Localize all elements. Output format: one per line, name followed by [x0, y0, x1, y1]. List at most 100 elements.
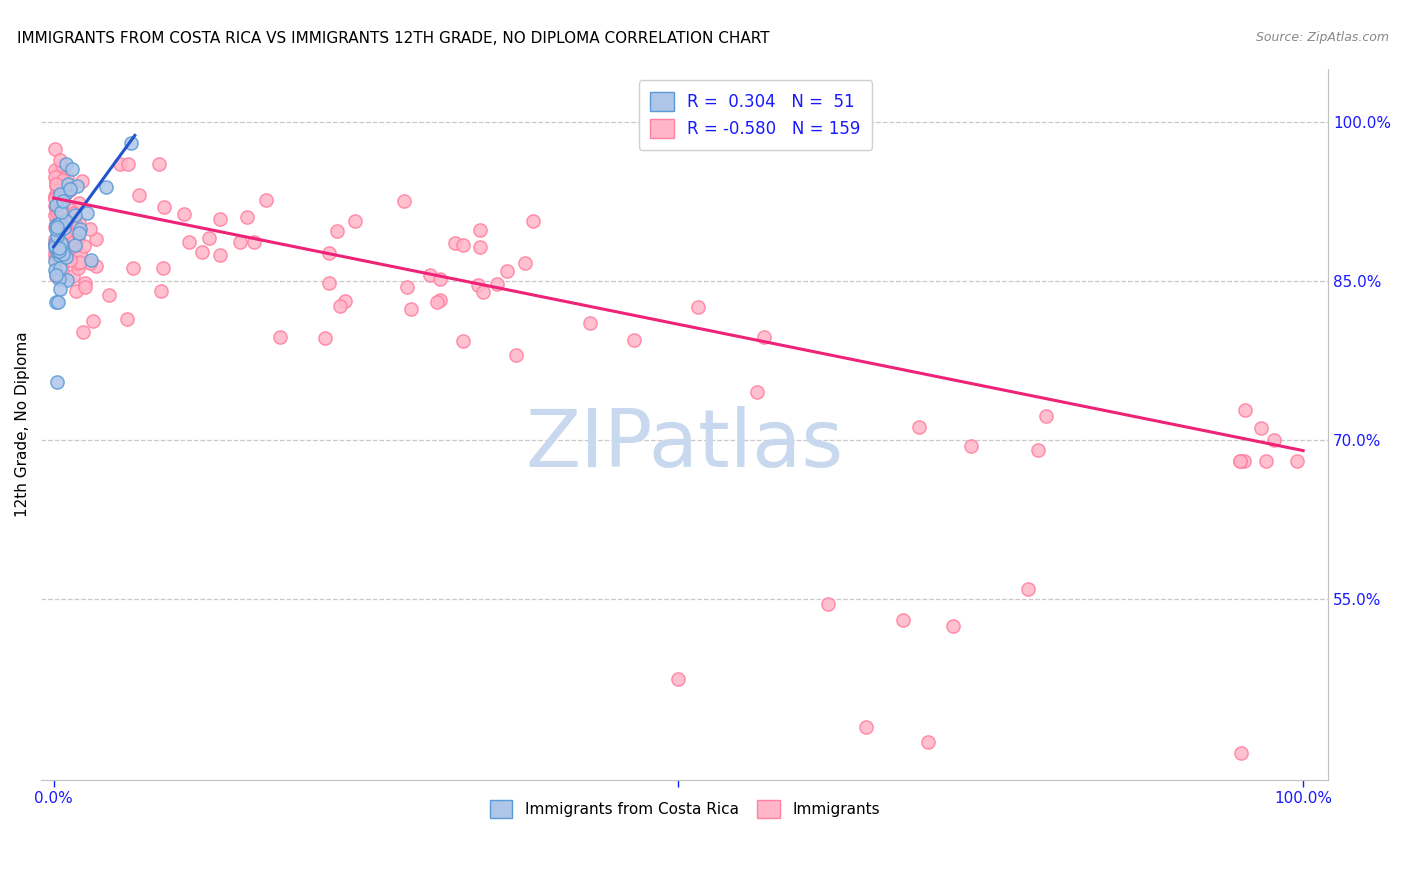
Point — [190, 244, 212, 259]
Point — [49, 236, 72, 251]
Point — [51, 189, 73, 203]
Point — [60, 162, 83, 177]
Point — [467, 277, 489, 292]
Point — [44, 219, 66, 234]
Text: IMMIGRANTS FROM COSTA RICA VS IMMIGRANTS 12TH GRADE, NO DIPLOMA CORRELATION CHAR: IMMIGRANTS FROM COSTA RICA VS IMMIGRANTS… — [17, 31, 769, 46]
Point — [513, 255, 536, 269]
Point — [444, 235, 467, 250]
Point — [55, 214, 77, 228]
Point — [45, 197, 67, 211]
Point — [51, 235, 73, 250]
Point — [49, 261, 72, 276]
Point — [51, 261, 73, 276]
Point — [44, 208, 66, 222]
Point — [522, 213, 544, 227]
Point — [314, 331, 336, 345]
Point — [45, 188, 67, 202]
Point — [67, 226, 90, 240]
Point — [44, 236, 66, 251]
Point — [45, 229, 67, 244]
Point — [451, 334, 474, 348]
Point — [94, 180, 117, 194]
Point — [470, 239, 492, 253]
Point — [65, 238, 87, 252]
Point — [48, 248, 70, 262]
Point — [70, 174, 93, 188]
Point — [115, 311, 138, 326]
Point — [326, 224, 349, 238]
Text: Source: ZipAtlas.com: Source: ZipAtlas.com — [1256, 31, 1389, 45]
Point — [59, 183, 82, 197]
Point — [56, 169, 79, 184]
Point — [53, 225, 76, 239]
Point — [1229, 746, 1251, 760]
Point — [59, 244, 82, 258]
Point — [72, 325, 94, 339]
Point — [45, 179, 67, 194]
Point — [49, 204, 72, 219]
Point — [52, 173, 75, 187]
Point — [623, 333, 645, 347]
Point — [1233, 402, 1256, 417]
Point — [51, 158, 73, 172]
Point — [426, 295, 449, 310]
Point — [45, 218, 67, 232]
Point — [49, 205, 72, 219]
Legend: Immigrants from Costa Rica, Immigrants: Immigrants from Costa Rica, Immigrants — [482, 792, 887, 825]
Point — [55, 250, 77, 264]
Point — [45, 211, 67, 225]
Point — [52, 221, 75, 235]
Point — [73, 277, 96, 291]
Point — [67, 256, 90, 270]
Point — [44, 189, 66, 203]
Point — [45, 174, 67, 188]
Point — [44, 170, 66, 185]
Point — [1229, 454, 1251, 468]
Point — [62, 209, 84, 223]
Point — [243, 235, 266, 249]
Point — [45, 268, 67, 282]
Point — [49, 202, 72, 217]
Point — [45, 268, 67, 283]
Point — [745, 385, 768, 400]
Point — [229, 235, 252, 249]
Point — [120, 136, 142, 150]
Point — [56, 273, 79, 287]
Point — [152, 261, 174, 276]
Point — [395, 279, 418, 293]
Point — [52, 194, 75, 208]
Point — [429, 272, 451, 286]
Point — [67, 232, 90, 246]
Point — [44, 232, 66, 246]
Point — [82, 314, 104, 328]
Point — [67, 216, 90, 230]
Point — [49, 194, 72, 208]
Point — [63, 217, 86, 231]
Point — [56, 243, 79, 257]
Point — [44, 248, 66, 262]
Point — [46, 217, 69, 231]
Point — [44, 240, 66, 254]
Point — [148, 157, 170, 171]
Point — [44, 192, 66, 206]
Point — [55, 157, 77, 171]
Point — [51, 208, 73, 222]
Point — [69, 255, 91, 269]
Point — [44, 236, 66, 251]
Point — [44, 254, 66, 268]
Point — [53, 185, 76, 199]
Point — [122, 261, 145, 276]
Point — [45, 244, 67, 258]
Point — [198, 231, 221, 245]
Point — [49, 208, 72, 222]
Point — [59, 202, 82, 217]
Point — [254, 193, 277, 207]
Point — [48, 164, 70, 178]
Point — [46, 195, 69, 210]
Point — [44, 191, 66, 205]
Point — [84, 232, 107, 246]
Point — [44, 163, 66, 178]
Point — [209, 247, 232, 261]
Point — [960, 439, 983, 453]
Point — [46, 219, 69, 234]
